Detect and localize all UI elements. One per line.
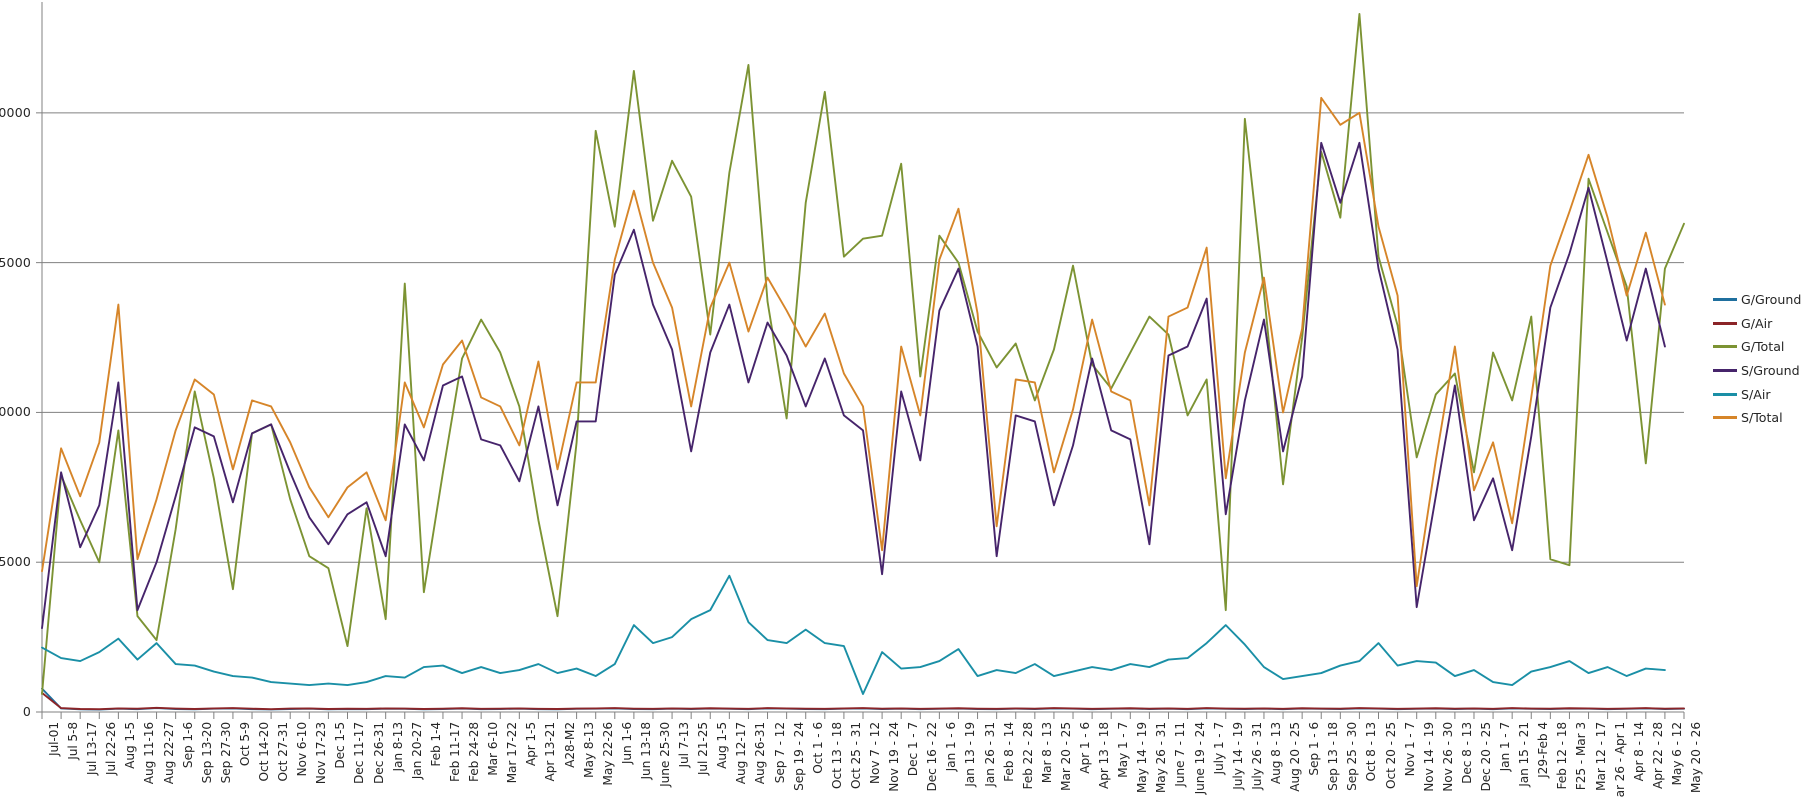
legend-item-s-air[interactable]: S/Air	[1713, 382, 1812, 406]
series-line-g-air	[41, 691, 1685, 711]
series-line-s-ground	[41, 141, 1666, 630]
y-axis-tick-label: 0	[22, 704, 31, 719]
legend-item-g-total[interactable]: G/Total	[1713, 335, 1812, 359]
legend-label: G/Air	[1741, 315, 1773, 331]
legend-item-s-total[interactable]: S/Total	[1713, 406, 1812, 430]
chart-legend: G/Ground G/Air G/Total S/Ground S/Air S/Total	[1713, 288, 1812, 430]
legend-color-swatch	[1713, 321, 1737, 325]
y-axis-tick-label: 5000	[0, 554, 31, 570]
series-line-g-total	[41, 13, 1685, 695]
series-line-s-total	[41, 96, 1666, 588]
legend-label: S/Air	[1741, 386, 1771, 402]
series-line-s-air	[41, 574, 1666, 695]
y-axis-tick-label: 20000	[0, 104, 31, 120]
series-lines-group	[41, 13, 1685, 711]
y-axis-tick-label: 10000	[0, 404, 31, 420]
y-axis-tick-label: 15000	[0, 254, 31, 270]
legend-color-swatch	[1713, 345, 1737, 349]
legend-label: S/Total	[1741, 410, 1783, 426]
legend-color-swatch	[1713, 298, 1737, 302]
legend-item-g-air[interactable]: G/Air	[1713, 312, 1812, 336]
legend-color-swatch	[1713, 416, 1737, 420]
legend-label: G/Ground	[1741, 292, 1802, 308]
legend-item-g-ground[interactable]: G/Ground	[1713, 288, 1812, 312]
legend-item-s-ground[interactable]: S/Ground	[1713, 359, 1812, 383]
axes-group	[36, 2, 1684, 713]
legend-label: S/Ground	[1741, 363, 1800, 379]
x-axis-ticks-group	[41, 712, 1685, 719]
legend-label: G/Total	[1741, 339, 1785, 355]
legend-color-swatch	[1713, 392, 1737, 396]
legend-color-swatch	[1713, 369, 1737, 373]
